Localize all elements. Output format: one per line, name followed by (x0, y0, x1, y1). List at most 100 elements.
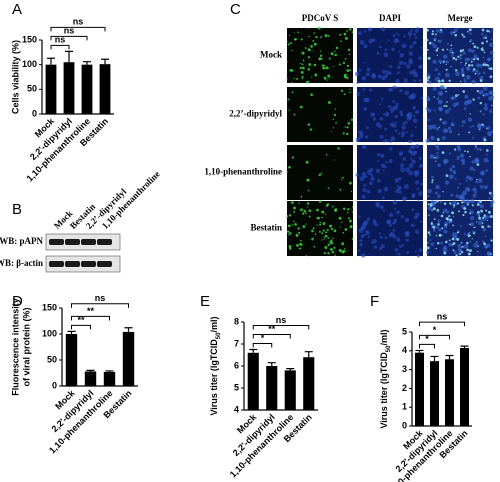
nucleus (427, 206, 432, 211)
viral-signal (488, 197, 490, 199)
viral-signal (338, 216, 342, 220)
nucleus (380, 163, 386, 168)
nucleus (378, 232, 381, 235)
nucleus (388, 104, 392, 109)
nucleus (362, 188, 367, 193)
viral-signal (460, 54, 462, 56)
nucleus (376, 51, 380, 55)
error-bar (101, 58, 109, 65)
viral-signal (473, 226, 475, 229)
viral-signal (312, 237, 315, 240)
nucleus (437, 194, 441, 198)
viral-signal (331, 250, 335, 254)
nucleus (377, 153, 381, 157)
nucleus (389, 212, 394, 218)
nucleus (377, 159, 380, 162)
viral-signal (300, 38, 303, 41)
significance-bracket (419, 334, 450, 340)
viral-signal (479, 110, 481, 112)
viral-signal (293, 38, 297, 41)
viral-signal (288, 109, 291, 111)
y-tick-label: 2 (402, 383, 407, 393)
nucleus (416, 254, 420, 258)
viral-signal (433, 218, 436, 221)
viral-signal (333, 229, 337, 233)
nucleus (456, 157, 460, 160)
y-tick-label: 0 (32, 108, 37, 118)
nucleus (477, 178, 483, 184)
viral-signal (489, 75, 493, 79)
nucleus (384, 48, 387, 52)
y-tick-label: 6 (234, 360, 239, 370)
viral-signal (431, 30, 434, 33)
viral-signal (476, 46, 479, 49)
viral-signal (352, 211, 354, 213)
viral-signal (293, 220, 295, 223)
nucleus (435, 144, 439, 148)
viral-signal (477, 250, 479, 253)
nucleus (473, 169, 476, 172)
nucleus (401, 125, 406, 130)
viral-signal (312, 227, 315, 230)
nucleus (486, 251, 491, 256)
nucleus (378, 103, 382, 106)
viral-signal (476, 203, 480, 206)
viral-signal (442, 211, 445, 214)
significance-bracket (252, 334, 291, 339)
nucleus (411, 208, 415, 212)
image-row-label: Mock (260, 50, 282, 60)
bar (284, 370, 296, 410)
viral-signal (287, 98, 290, 101)
nucleus (398, 186, 402, 189)
nucleus (393, 207, 396, 210)
nucleus (412, 79, 416, 83)
viral-signal (302, 225, 306, 229)
nucleus (442, 54, 448, 60)
nucleus (372, 220, 377, 226)
viral-signal (479, 101, 483, 105)
nucleus (481, 32, 484, 36)
nucleus (377, 74, 382, 79)
nucleus (366, 67, 371, 72)
nucleus (395, 102, 399, 107)
nucleus (404, 217, 410, 223)
nucleus (384, 111, 390, 117)
viral-signal (310, 93, 313, 97)
viral-signal (448, 215, 451, 218)
viral-signal (297, 31, 300, 34)
viral-signal (446, 48, 449, 51)
y-axis-label: Virus titer (lgTCID50/ml) (209, 316, 221, 415)
nucleus (489, 109, 493, 113)
nucleus (467, 117, 473, 122)
error-bar (124, 327, 133, 332)
viral-signal (319, 54, 323, 57)
nucleus (391, 47, 395, 52)
error-bar (249, 348, 258, 353)
nucleus (450, 54, 454, 57)
nucleus (434, 155, 439, 160)
panel-letter: E (200, 293, 210, 310)
viral-signal (302, 212, 305, 215)
y-tick-label: 50 (47, 354, 57, 364)
viral-signal (304, 212, 306, 214)
y-tick-label: 4 (402, 345, 407, 355)
nucleus (408, 36, 412, 39)
nucleus (392, 100, 396, 104)
y-axis-label-part: /ml) (379, 329, 389, 345)
nucleus (358, 249, 361, 252)
blot-band (81, 261, 96, 267)
nucleus (404, 120, 408, 124)
nucleus (455, 194, 459, 198)
viral-signal (320, 36, 322, 39)
viral-signal (490, 239, 493, 242)
nucleus (471, 49, 475, 53)
panel-letter: B (12, 201, 22, 218)
nucleus (365, 126, 369, 130)
viral-signal (464, 64, 466, 66)
viral-signal (328, 78, 330, 80)
viral-signal (460, 61, 462, 64)
nucleus (363, 61, 366, 64)
nucleus (365, 72, 370, 77)
nucleus (440, 241, 444, 245)
nucleus (389, 223, 393, 227)
